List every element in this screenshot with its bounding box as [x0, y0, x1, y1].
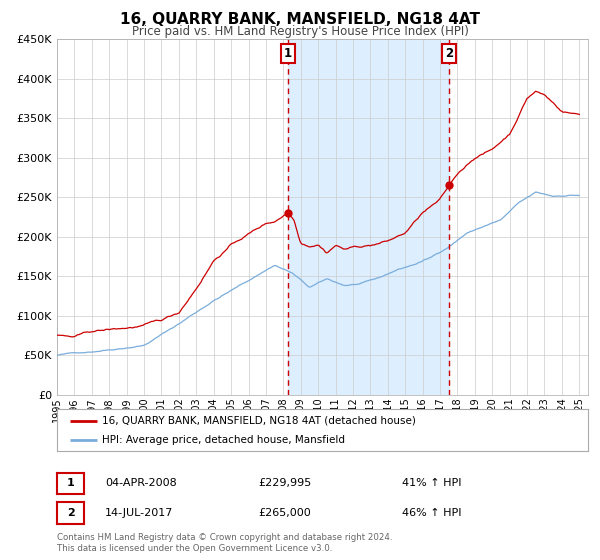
Text: 2: 2: [445, 47, 454, 60]
Text: Contains HM Land Registry data © Crown copyright and database right 2024.
This d: Contains HM Land Registry data © Crown c…: [57, 533, 392, 553]
Bar: [287, 39, 449, 395]
Text: 04-APR-2008: 04-APR-2008: [105, 478, 177, 488]
Text: 16, QUARRY BANK, MANSFIELD, NG18 4AT (detached house): 16, QUARRY BANK, MANSFIELD, NG18 4AT (de…: [102, 416, 416, 426]
Text: HPI: Average price, detached house, Mansfield: HPI: Average price, detached house, Mans…: [102, 435, 345, 445]
Text: 1: 1: [284, 47, 292, 60]
Text: £265,000: £265,000: [258, 508, 311, 518]
Text: 14-JUL-2017: 14-JUL-2017: [105, 508, 173, 518]
Text: 2: 2: [67, 508, 74, 518]
Text: 46% ↑ HPI: 46% ↑ HPI: [402, 508, 461, 518]
Text: £229,995: £229,995: [258, 478, 311, 488]
Text: 41% ↑ HPI: 41% ↑ HPI: [402, 478, 461, 488]
Text: 16, QUARRY BANK, MANSFIELD, NG18 4AT: 16, QUARRY BANK, MANSFIELD, NG18 4AT: [120, 12, 480, 27]
Text: 1: 1: [67, 478, 74, 488]
Text: Price paid vs. HM Land Registry's House Price Index (HPI): Price paid vs. HM Land Registry's House …: [131, 25, 469, 38]
